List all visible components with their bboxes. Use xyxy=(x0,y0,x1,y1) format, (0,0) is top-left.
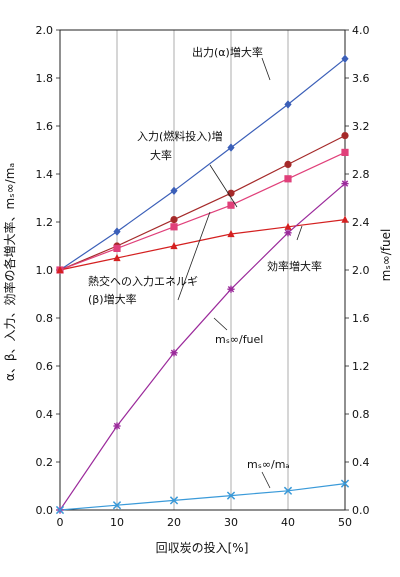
y2-tick-label: 4.0 xyxy=(352,24,370,37)
y-tick-label: 1.6 xyxy=(36,120,54,133)
leader-line-ms-ma xyxy=(261,471,271,489)
annotation-input-line2: 大率 xyxy=(150,148,172,162)
series-2-line xyxy=(59,151,346,271)
series-0-line xyxy=(59,58,346,271)
y-tick-label: 1.2 xyxy=(36,216,54,229)
y2-tick-label: 3.2 xyxy=(352,120,370,133)
series-markers xyxy=(55,54,350,515)
series-4-marker-stroke xyxy=(227,286,235,293)
annotation-ms-fuel: mₛ∞/fuel xyxy=(215,333,263,346)
series-3-marker xyxy=(113,253,121,262)
y2-tick-label: 1.2 xyxy=(352,360,370,373)
y-tick-label: 1.4 xyxy=(36,168,54,181)
y2-axis-title: mₛ∞/fuel xyxy=(379,229,393,282)
series-3-marker xyxy=(227,229,235,238)
series-5-marker-stroke xyxy=(283,486,293,495)
series-1-marker xyxy=(170,216,178,224)
annotations: 出力(α)増大率 入力(燃料投入)増 大率 熱交への入力エネルギ (β)増大率 … xyxy=(88,45,322,489)
series-4-marker xyxy=(341,180,349,188)
y2-tick-label: 3.6 xyxy=(352,72,370,85)
series-3-marker xyxy=(284,222,292,230)
x-tick-label: 0 xyxy=(57,516,64,529)
y2-tick-label: 2.0 xyxy=(352,264,370,277)
series-5-marker-stroke xyxy=(112,501,122,510)
series-5-marker xyxy=(169,496,179,505)
series-lines xyxy=(59,58,346,511)
series-4-marker xyxy=(170,349,178,357)
series-4-marker-stroke xyxy=(341,180,349,187)
series-4-marker xyxy=(284,229,292,237)
leader-line-beta xyxy=(177,211,211,301)
series-4-marker-stroke xyxy=(113,422,121,430)
series-2-marker xyxy=(227,201,235,209)
y-axis-title: α、β、入力、効率の各増大率、mₛ∞/mₐ xyxy=(2,163,17,381)
series-3-line xyxy=(59,219,346,271)
annotation-ms-ma: mₛ∞/mₐ xyxy=(247,458,290,471)
leader-line-input xyxy=(209,164,238,208)
series-1-marker xyxy=(284,160,292,168)
series-3-marker xyxy=(341,215,349,223)
annotation-input-line1: 入力(燃料投入)増 xyxy=(137,129,223,143)
series-5-marker xyxy=(226,491,236,500)
series-4-marker-stroke xyxy=(284,229,292,236)
x-tick-label: 10 xyxy=(110,516,124,529)
series-0-marker xyxy=(284,100,292,109)
series-5-marker-stroke xyxy=(55,505,65,515)
x-axis-title: 回収炭の投入[%] xyxy=(156,540,249,555)
series-0-marker xyxy=(170,186,178,195)
series-0-marker xyxy=(227,143,235,152)
annotation-beta-line2: (β)増大率 xyxy=(88,292,137,306)
y-tick-label: 0.4 xyxy=(36,408,54,421)
series-1-line xyxy=(59,135,346,271)
series-4-marker xyxy=(227,285,235,293)
series-5-marker-stroke xyxy=(340,479,350,488)
annotation-output-alpha: 出力(α)増大率 xyxy=(192,45,263,59)
series-0-marker xyxy=(113,227,121,236)
ticks: 0 10 20 30 40 500.00.20.40.60.81.01.21.41.61.… xyxy=(36,24,370,529)
series-3-marker xyxy=(56,265,64,274)
leader-line-efficiency xyxy=(296,225,303,241)
series-4-marker xyxy=(113,422,121,430)
series-2-marker xyxy=(341,148,349,156)
series-5-line xyxy=(59,483,346,511)
y-tick-label: 1.0 xyxy=(36,264,54,277)
series-2-marker xyxy=(170,223,178,231)
y-tick-label: 0.2 xyxy=(36,456,54,469)
x-tick-label: 40 xyxy=(281,516,295,529)
series-2-marker xyxy=(284,175,292,183)
series-5-marker xyxy=(112,501,122,510)
annotation-efficiency: 効率増大率 xyxy=(267,259,322,273)
series-5-marker xyxy=(283,486,293,495)
y-tick-label: 1.8 xyxy=(36,72,54,85)
x-tick-label: 30 xyxy=(224,516,238,529)
y-tick-label: 2.0 xyxy=(36,24,54,37)
y2-tick-label: 2.4 xyxy=(352,216,370,229)
annotation-beta-line1: 熱交への入力エネルギ xyxy=(88,274,198,288)
x-tick-label: 50 xyxy=(338,516,352,529)
series-1-marker xyxy=(341,132,349,140)
y2-tick-label: 0.0 xyxy=(352,504,370,517)
y2-tick-label: 1.6 xyxy=(352,312,370,325)
y-tick-label: 0.6 xyxy=(36,360,54,373)
x-tick-label: 20 xyxy=(167,516,181,529)
series-5-marker xyxy=(340,479,350,488)
series-0-marker xyxy=(341,54,349,63)
series-5-marker xyxy=(55,505,65,515)
y2-tick-label: 2.8 xyxy=(352,168,370,181)
leader-line-alpha xyxy=(261,57,271,81)
series-2-marker xyxy=(113,244,121,252)
y2-tick-label: 0.4 xyxy=(352,456,370,469)
y2-tick-label: 0.8 xyxy=(352,408,370,421)
series-5-marker-stroke xyxy=(226,491,236,500)
y-tick-label: 0.0 xyxy=(36,504,54,517)
series-4-line xyxy=(59,183,346,511)
series-3-marker xyxy=(170,241,178,250)
y-tick-label: 0.8 xyxy=(36,312,54,325)
series-5-marker-stroke xyxy=(169,496,179,505)
leader-line-ms-fuel xyxy=(213,317,228,331)
series-4-marker-stroke xyxy=(170,349,178,356)
